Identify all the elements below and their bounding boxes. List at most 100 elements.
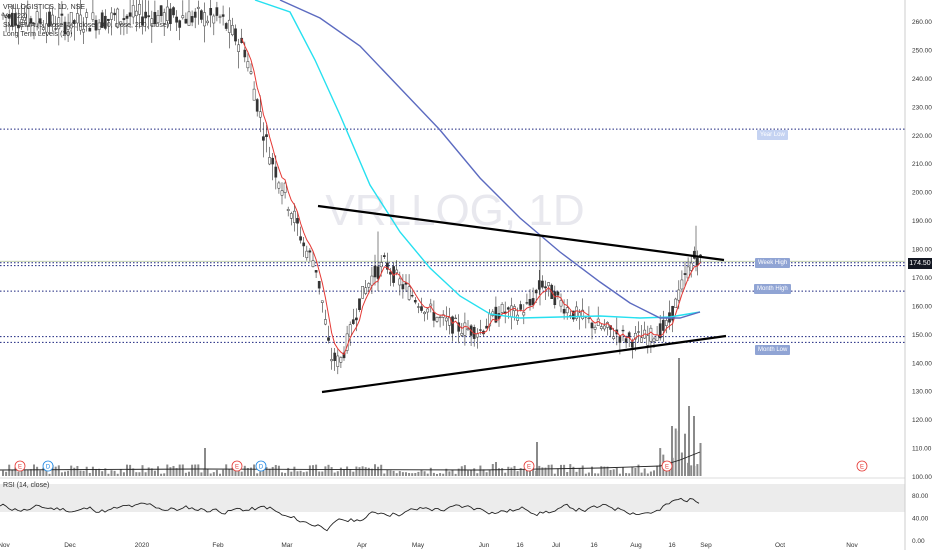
volume-bar	[116, 473, 119, 476]
volume-bar	[175, 468, 178, 476]
volume-bar	[556, 468, 559, 476]
candle-body	[364, 287, 368, 294]
candle-body	[544, 286, 547, 289]
levels-indicator-label[interactable]: Long Term Levels (20)	[3, 31, 73, 38]
candle-body	[646, 335, 650, 346]
candle-body	[72, 20, 76, 24]
ma-indicator-label[interactable]: SMA/EMA (5, close, 50, close, 100, close…	[3, 22, 170, 29]
volume-bar	[290, 471, 293, 476]
volume-bar	[680, 452, 683, 476]
volume-bar	[625, 473, 628, 476]
candle-body	[181, 15, 185, 19]
candle-body	[621, 329, 625, 332]
volume-bar	[380, 464, 383, 476]
volume-bar	[228, 469, 231, 476]
candle-body	[193, 11, 197, 18]
volume-bar	[132, 468, 135, 476]
candle-body	[38, 18, 42, 24]
candle-body	[413, 299, 417, 303]
volume-bar	[653, 470, 655, 476]
time-axis-tick: Feb	[212, 542, 224, 549]
ema5-line	[241, 38, 701, 356]
candle-body	[438, 316, 442, 319]
volume-bar	[141, 465, 144, 476]
candle-body	[581, 309, 585, 319]
volume-bar	[696, 464, 699, 476]
candle-body	[692, 250, 696, 259]
volume-bar	[299, 470, 302, 476]
candle-body	[528, 299, 532, 306]
candle-body	[640, 337, 643, 343]
candle-body	[531, 298, 535, 306]
volume-bar	[305, 471, 308, 476]
candle-body	[218, 16, 222, 18]
time-axis-tick: Oct	[775, 542, 785, 549]
candle-body	[184, 18, 188, 24]
candle-body	[525, 302, 529, 304]
level-badge: Week High	[755, 258, 791, 268]
candle-body	[175, 16, 178, 23]
candle-body	[35, 11, 39, 27]
event-marker-label: E	[18, 465, 22, 471]
volume-bar	[129, 464, 132, 476]
volume-bar	[194, 464, 197, 476]
volume-bar	[225, 464, 228, 476]
volume-bar	[178, 464, 181, 476]
candle-body	[20, 19, 23, 28]
candle-body	[227, 19, 231, 33]
volume-bar	[70, 465, 73, 476]
earnings-marker[interactable]: E	[661, 460, 673, 472]
volume-bar	[634, 467, 637, 476]
volume-bar	[361, 466, 364, 476]
candle-body	[466, 328, 470, 331]
candle-body	[339, 357, 343, 363]
volume-bar	[281, 472, 283, 476]
volume-bar	[606, 466, 609, 476]
volume-bar	[346, 466, 349, 476]
volume-bar	[688, 406, 690, 476]
volume-bar	[104, 468, 107, 476]
candle-body	[299, 236, 302, 241]
volume-bar	[411, 473, 414, 476]
volume-bar	[197, 464, 200, 476]
volume-bar	[293, 466, 296, 476]
upper-trendline[interactable]	[317, 204, 725, 262]
candle-body	[612, 336, 616, 339]
volume-bar	[274, 464, 277, 476]
symbol-label[interactable]: VRLLOGISTICS, 1D, NSE	[3, 4, 86, 11]
volume-bar	[14, 467, 17, 476]
volume-bar	[550, 464, 553, 476]
candle-body	[510, 305, 513, 318]
volume-indicator-label[interactable]: Vol (22)	[3, 13, 28, 20]
volume-bar	[405, 472, 407, 476]
candle-body	[336, 355, 340, 367]
candle-body	[379, 262, 383, 268]
candle-body	[683, 273, 687, 275]
dividend-marker[interactable]: D	[255, 460, 267, 472]
volume-bar	[79, 470, 82, 476]
candle-body	[460, 333, 464, 336]
rsi-indicator-label[interactable]: RSI (14, close)	[3, 482, 50, 489]
earnings-marker[interactable]: E	[231, 460, 243, 472]
volume-bar	[553, 473, 556, 476]
volume-bar	[600, 466, 603, 476]
volume-bar	[302, 472, 305, 476]
candle-body	[110, 12, 113, 20]
candle-body	[522, 312, 526, 316]
lower-trendline[interactable]	[321, 334, 727, 394]
candle-body	[128, 12, 132, 17]
volume-bar	[284, 472, 287, 476]
earnings-marker[interactable]: E	[523, 460, 535, 472]
volume-bar	[29, 469, 32, 476]
earnings-marker[interactable]: E	[14, 460, 26, 472]
earnings-marker[interactable]: E	[856, 460, 868, 472]
candle-body	[386, 262, 389, 270]
candle-body	[327, 337, 330, 341]
volume-bar	[525, 467, 528, 476]
volume-bar	[401, 472, 404, 476]
volume-bar	[39, 470, 42, 476]
volume-bar	[414, 472, 417, 476]
dividend-marker[interactable]: D	[42, 460, 54, 472]
volume-bar	[377, 466, 380, 476]
